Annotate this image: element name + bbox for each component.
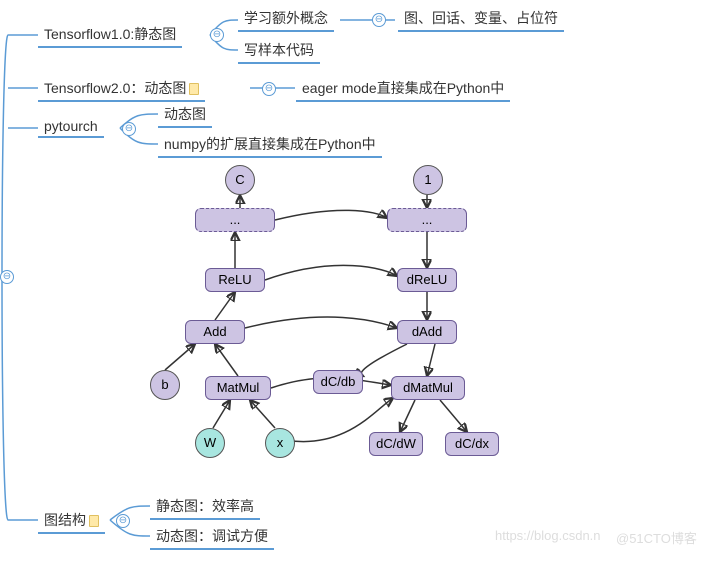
canvas: ⊖ Tensorflow1.0:静态图 ⊖ 学习额外概念 ⊖ 图、回话、变量、占… [0,0,711,564]
graph-arrows [135,160,535,470]
node-tf2-text: Tensorflow2.0：动态图 [44,80,186,96]
node-tf1-sample[interactable]: 写样本代码 [238,38,320,64]
toggle-tf1[interactable]: ⊖ [210,28,224,42]
graph-node-b: b [150,370,180,400]
toggle-gs[interactable]: ⊖ [116,514,130,528]
graph-node-dCdx: dC/dx [445,432,499,456]
graph-node-dMatMul: dMatMul [391,376,465,400]
graph-node-W: W [195,428,225,458]
graph-node-x: x [265,428,295,458]
graph-node-ReLU: ReLU [205,268,265,292]
toggle-tf2[interactable]: ⊖ [262,82,276,96]
graph-edge [213,400,230,428]
node-tf1[interactable]: Tensorflow1.0:静态图 [38,22,182,48]
node-pyt[interactable]: pytourch [38,116,104,138]
graph-node-one: 1 [413,165,443,195]
node-tf2[interactable]: Tensorflow2.0：动态图 [38,76,205,102]
graph-node-C: C [225,165,255,195]
graph-edge [245,317,397,328]
graph-edge [275,210,387,220]
graph-node-dReLU: dReLU [397,268,457,292]
graph-node-Add: Add [185,320,245,344]
graph-edge [215,292,235,320]
root-toggle[interactable]: ⊖ [0,270,14,284]
node-pyt-numpy[interactable]: numpy的扩展直接集成在Python中 [158,132,382,158]
graph-node-dotsR: ... [387,208,467,232]
node-tf1-learn[interactable]: 学习额外概念 [238,6,334,32]
node-tf2-eager[interactable]: eager mode直接集成在Python中 [296,76,510,102]
graph-edge [440,400,467,432]
graph-node-MatMul: MatMul [205,376,271,400]
node-gs-dyn[interactable]: 动态图：调试方便 [150,524,274,550]
node-tf1-learn-sub[interactable]: 图、回话、变量、占位符 [398,6,564,32]
graph-edge [427,344,435,376]
graph-edge [250,400,275,428]
node-gs[interactable]: 图结构 [38,508,105,534]
toggle-pyt[interactable]: ⊖ [122,122,136,136]
doc-icon [189,83,199,95]
graph-node-dAdd: dAdd [397,320,457,344]
computation-graph: C 1...... ReLU dReLU Add dAdd b MatMul dC/db dMat… [135,160,535,470]
doc-icon [89,515,99,527]
graph-edge [215,344,238,376]
node-gs-static[interactable]: 静态图：效率高 [150,494,260,520]
graph-node-dotsL: ... [195,208,275,232]
toggle-tf1-learn[interactable]: ⊖ [372,13,386,27]
node-pyt-dyn[interactable]: 动态图 [158,102,212,128]
graph-edge [361,344,407,376]
graph-edge [165,344,195,370]
graph-edge [265,265,397,280]
graph-node-dCdW: dC/dW [369,432,423,456]
graph-edge [400,400,415,432]
graph-node-dCdb: dC/db [313,370,363,394]
node-gs-text: 图结构 [44,512,86,528]
